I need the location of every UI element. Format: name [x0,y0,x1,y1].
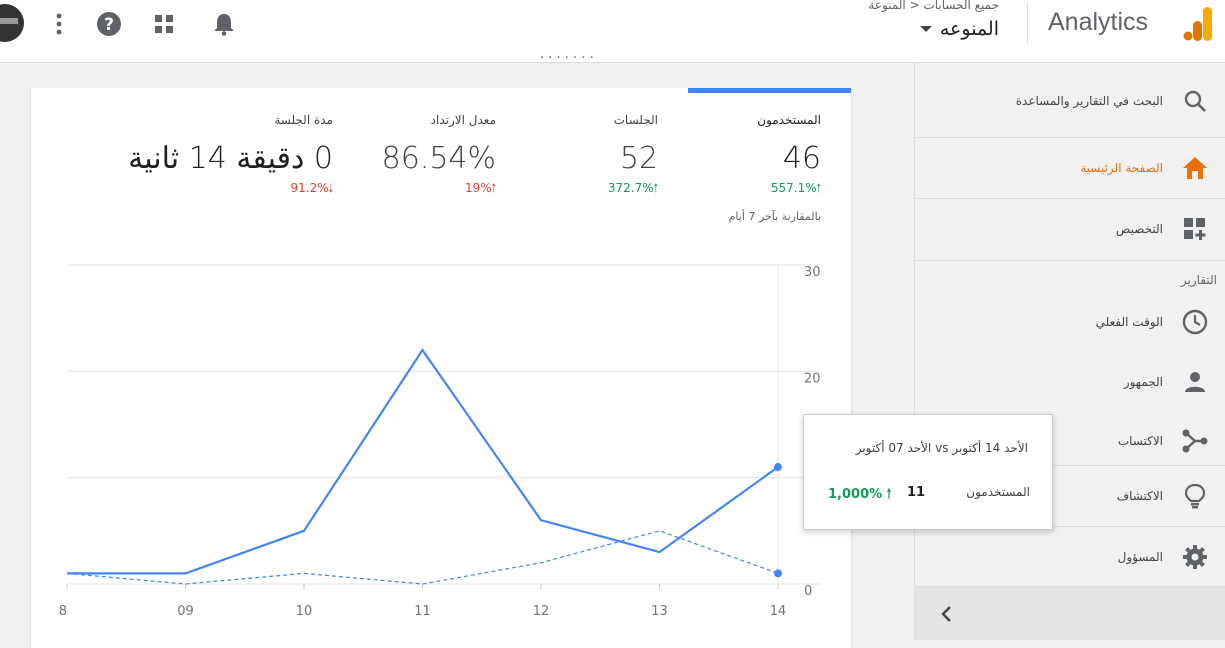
metric-change: 🠑557.1% [770,181,821,195]
divider [915,465,1225,466]
more-vert-icon[interactable] [45,10,73,38]
metric-tab-session-duration[interactable]: مدة الجلسة 0 دقيقة 14 ثانية 🠓91.2% [128,113,333,200]
sidebar-item-label: الاكتشاف [1116,489,1163,503]
sidebar-item-label: الصفحة الرئيسية [1080,161,1163,175]
x-tick-label: 13 [651,604,668,619]
current-period-line [67,348,779,575]
x-tick-label: 10 [296,604,313,619]
sidebar-footer [915,586,1225,640]
account-selector[interactable]: المنوعه [919,18,999,40]
chevron-left-icon[interactable] [937,604,957,624]
gear-icon [1181,543,1209,571]
analytics-logo-icon[interactable] [1183,5,1213,43]
tooltip-metric-label: المستخدمون [966,485,1030,499]
metric-value: 46 [782,141,821,176]
page-heading: · · · · · · · [540,51,594,66]
metric-label: مدة الجلسة [274,113,333,127]
x-tick-label: 12 [533,604,550,619]
tooltip-row: المستخدمون 11 1,000% 🠑 [804,485,1054,503]
sidebar-item-admin[interactable]: المسؤول [915,527,1225,587]
sidebar-item-label: الاكتساب [1117,434,1163,448]
divider [915,526,1225,527]
avatar[interactable] [0,4,24,42]
up-arrow-icon: 🠑 [816,181,821,195]
sidebar-item-acquisition[interactable]: الاكتساب [915,411,1225,471]
metric-value: 86.54% [381,141,496,176]
sidebar-item-discover[interactable]: الاكتشاف [915,466,1225,526]
overview-card: المستخدمون 46 🠑557.1% الجلسات 52 🠑372.7%… [31,88,851,648]
metric-value: 0 دقيقة 14 ثانية [128,141,333,176]
sidebar-item-label: الوقت الفعلي [1095,315,1163,329]
metric-value: 52 [619,141,658,176]
sidebar-item-label: البحث في التقارير والمساعدة [1015,94,1163,108]
up-arrow-icon: 🠑 [491,181,496,195]
x-tick-label: 09 [177,604,194,619]
notifications-bell-icon[interactable] [210,10,238,38]
sidebar-item-label: المسؤول [1117,550,1163,564]
divider [915,198,1225,199]
dashboard-add-icon [1181,215,1209,243]
lightbulb-icon [1181,482,1209,510]
sidebar-item-label: الجمهور [1123,375,1163,389]
comparison-note: بالمقارنة بآخر 7 أيام [728,210,821,223]
tooltip-change: 1,000% 🠑 [828,487,892,502]
sidebar-item-search[interactable]: البحث في التقارير والمساعدة [915,71,1225,131]
metric-change: 🠑372.7% [607,181,658,195]
account-name: المنوعه [939,18,999,40]
metric-label: المستخدمون [757,113,821,127]
top-app-bar: ? جميع الحسابات < المنوعة المنوعه Analyt… [0,0,1225,63]
main-content: · · · · · · · المستخدمون 46 🠑557.1% الجل… [0,51,914,648]
metric-tab-users[interactable]: المستخدمون 46 🠑557.1% [757,113,821,200]
search-icon [1181,87,1209,115]
home-icon [1181,154,1209,182]
clock-icon [1181,308,1209,336]
sidebar-item-customization[interactable]: التخصيص [915,199,1225,259]
x-tick-label: 11 [414,604,431,619]
sidebar-nav: البحث في التقارير والمساعدة الصفحة الرئي… [914,63,1225,640]
sidebar-item-label: التخصيص [1115,222,1163,236]
line-chart[interactable]: 30 20 0 8 09 10 11 12 13 14 [0,63,914,640]
metric-tab-bounce-rate[interactable]: معدل الارتداد 86.54% 🠑19% [382,113,496,200]
metric-change: 🠑19% [464,181,496,195]
data-point [774,463,782,472]
metric-tab-sessions[interactable]: الجلسات 52 🠑372.7% [608,113,658,200]
breadcrumb[interactable]: جميع الحسابات < المنوعة [868,0,999,12]
product-name: Analytics [1048,8,1149,36]
metric-label: الجلسات [613,113,658,127]
tooltip-value: 11 [907,485,926,500]
help-icon[interactable]: ? [95,10,123,38]
up-arrow-icon: 🠑 [653,181,658,195]
previous-period-line [66,530,779,585]
data-point [774,569,782,578]
merge-type-icon [1181,427,1209,455]
x-tick-label: 8 [59,604,67,619]
person-icon [1181,368,1209,396]
y-tick-label: 20 [804,371,821,386]
metric-change: 🠓91.2% [290,181,333,195]
chart-tooltip: الأحد 14 أكتوبر vs الأحد 07 أكتوبر المست… [803,414,1053,530]
x-tick-label: 14 [770,604,787,619]
tooltip-title: الأحد 14 أكتوبر vs الأحد 07 أكتوبر [855,441,1028,455]
apps-grid-icon[interactable] [150,10,178,38]
y-tick-label: 30 [804,265,821,280]
sidebar-item-realtime[interactable]: الوقت الفعلي [915,292,1225,352]
y-tick-label: 0 [804,584,812,599]
sidebar-item-audience[interactable]: الجمهور [915,352,1225,412]
section-heading-reports: التقارير [1180,273,1217,287]
metric-label: معدل الارتداد [430,113,496,127]
divider [915,260,1225,261]
down-arrow-icon: 🠓 [328,181,333,195]
svg-text:?: ? [104,15,114,35]
divider [915,137,1225,138]
sidebar-item-home[interactable]: الصفحة الرئيسية [915,138,1225,198]
dropdown-caret-icon [919,26,932,32]
divider [1027,3,1028,43]
active-tab-indicator [688,88,851,93]
